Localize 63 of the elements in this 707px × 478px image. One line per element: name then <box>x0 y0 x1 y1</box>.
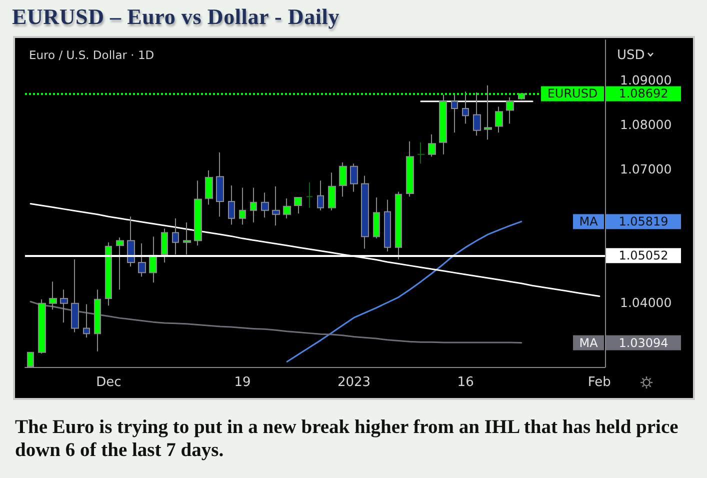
candlestick <box>71 258 79 333</box>
text: 1.08692 <box>618 86 668 101</box>
y-tick-label: 1.09000 <box>620 72 672 88</box>
x-tick-label: Feb <box>588 375 611 390</box>
candlestick <box>272 186 280 226</box>
series-label: EURUSD <box>547 86 598 101</box>
candlestick <box>317 180 324 211</box>
candlestick <box>228 184 235 226</box>
text: MA <box>579 336 599 350</box>
candlestick <box>94 289 101 352</box>
candlestick <box>105 242 112 306</box>
candlestick <box>462 91 469 124</box>
candlestick <box>161 228 168 263</box>
x-tick-label: Dec <box>96 375 122 390</box>
text: The Euro is trying to put in a new break higher from an IHL that has held price down 6 of the last 7 days. <box>15 416 680 462</box>
candlestick <box>149 236 157 283</box>
x-tick-label: 2023 <box>337 375 371 390</box>
text: MA <box>579 214 599 229</box>
y-tick-label: 1.04000 <box>620 294 672 310</box>
y-tick-label: 1.07000 <box>620 162 672 177</box>
candlestick <box>250 187 257 223</box>
x-tick-label: 19 <box>234 375 251 390</box>
ref-line-label: 1.05052 <box>618 248 668 263</box>
candlestick <box>328 172 336 211</box>
candlestick <box>283 198 291 219</box>
line-series <box>286 220 522 362</box>
candlestick <box>183 222 191 255</box>
candlestick <box>473 92 481 136</box>
text: 1.05819 <box>618 214 668 229</box>
x-tick-label: 16 <box>457 375 474 390</box>
candlestick <box>395 191 402 260</box>
candlestick <box>384 199 391 252</box>
candlestick <box>216 152 224 218</box>
candlestick <box>83 304 90 338</box>
candlestick <box>127 216 135 267</box>
candlestick <box>194 180 202 246</box>
candlestick <box>417 142 425 164</box>
candlestick <box>116 237 124 290</box>
candlestick <box>205 170 213 206</box>
candlestick <box>38 298 46 354</box>
candlestick <box>495 106 503 134</box>
candlestick <box>138 242 146 278</box>
text: 1.03094 <box>618 336 668 350</box>
candlestick <box>428 134 436 158</box>
candlestick <box>451 94 458 134</box>
candlestick <box>506 96 514 124</box>
y-tick-label: 1.08000 <box>620 117 672 132</box>
candlestick <box>373 196 380 239</box>
candlestick <box>306 182 313 208</box>
candlestick <box>261 192 269 218</box>
candlestick <box>49 281 57 310</box>
candlestick <box>294 196 302 214</box>
candlestick <box>350 163 358 192</box>
candlestick <box>339 162 347 198</box>
candlestick <box>406 140 414 198</box>
candlestick <box>361 175 369 250</box>
candlestick <box>172 218 179 255</box>
y-axis-title: USD <box>617 48 645 63</box>
line-series <box>30 300 522 344</box>
text: Euro / U.S. Dollar · 1D <box>29 48 154 62</box>
candlestick <box>60 289 68 324</box>
chart-title: EURUSD – Euro vs Dollar - Daily <box>12 4 340 30</box>
candlestick <box>239 187 246 226</box>
